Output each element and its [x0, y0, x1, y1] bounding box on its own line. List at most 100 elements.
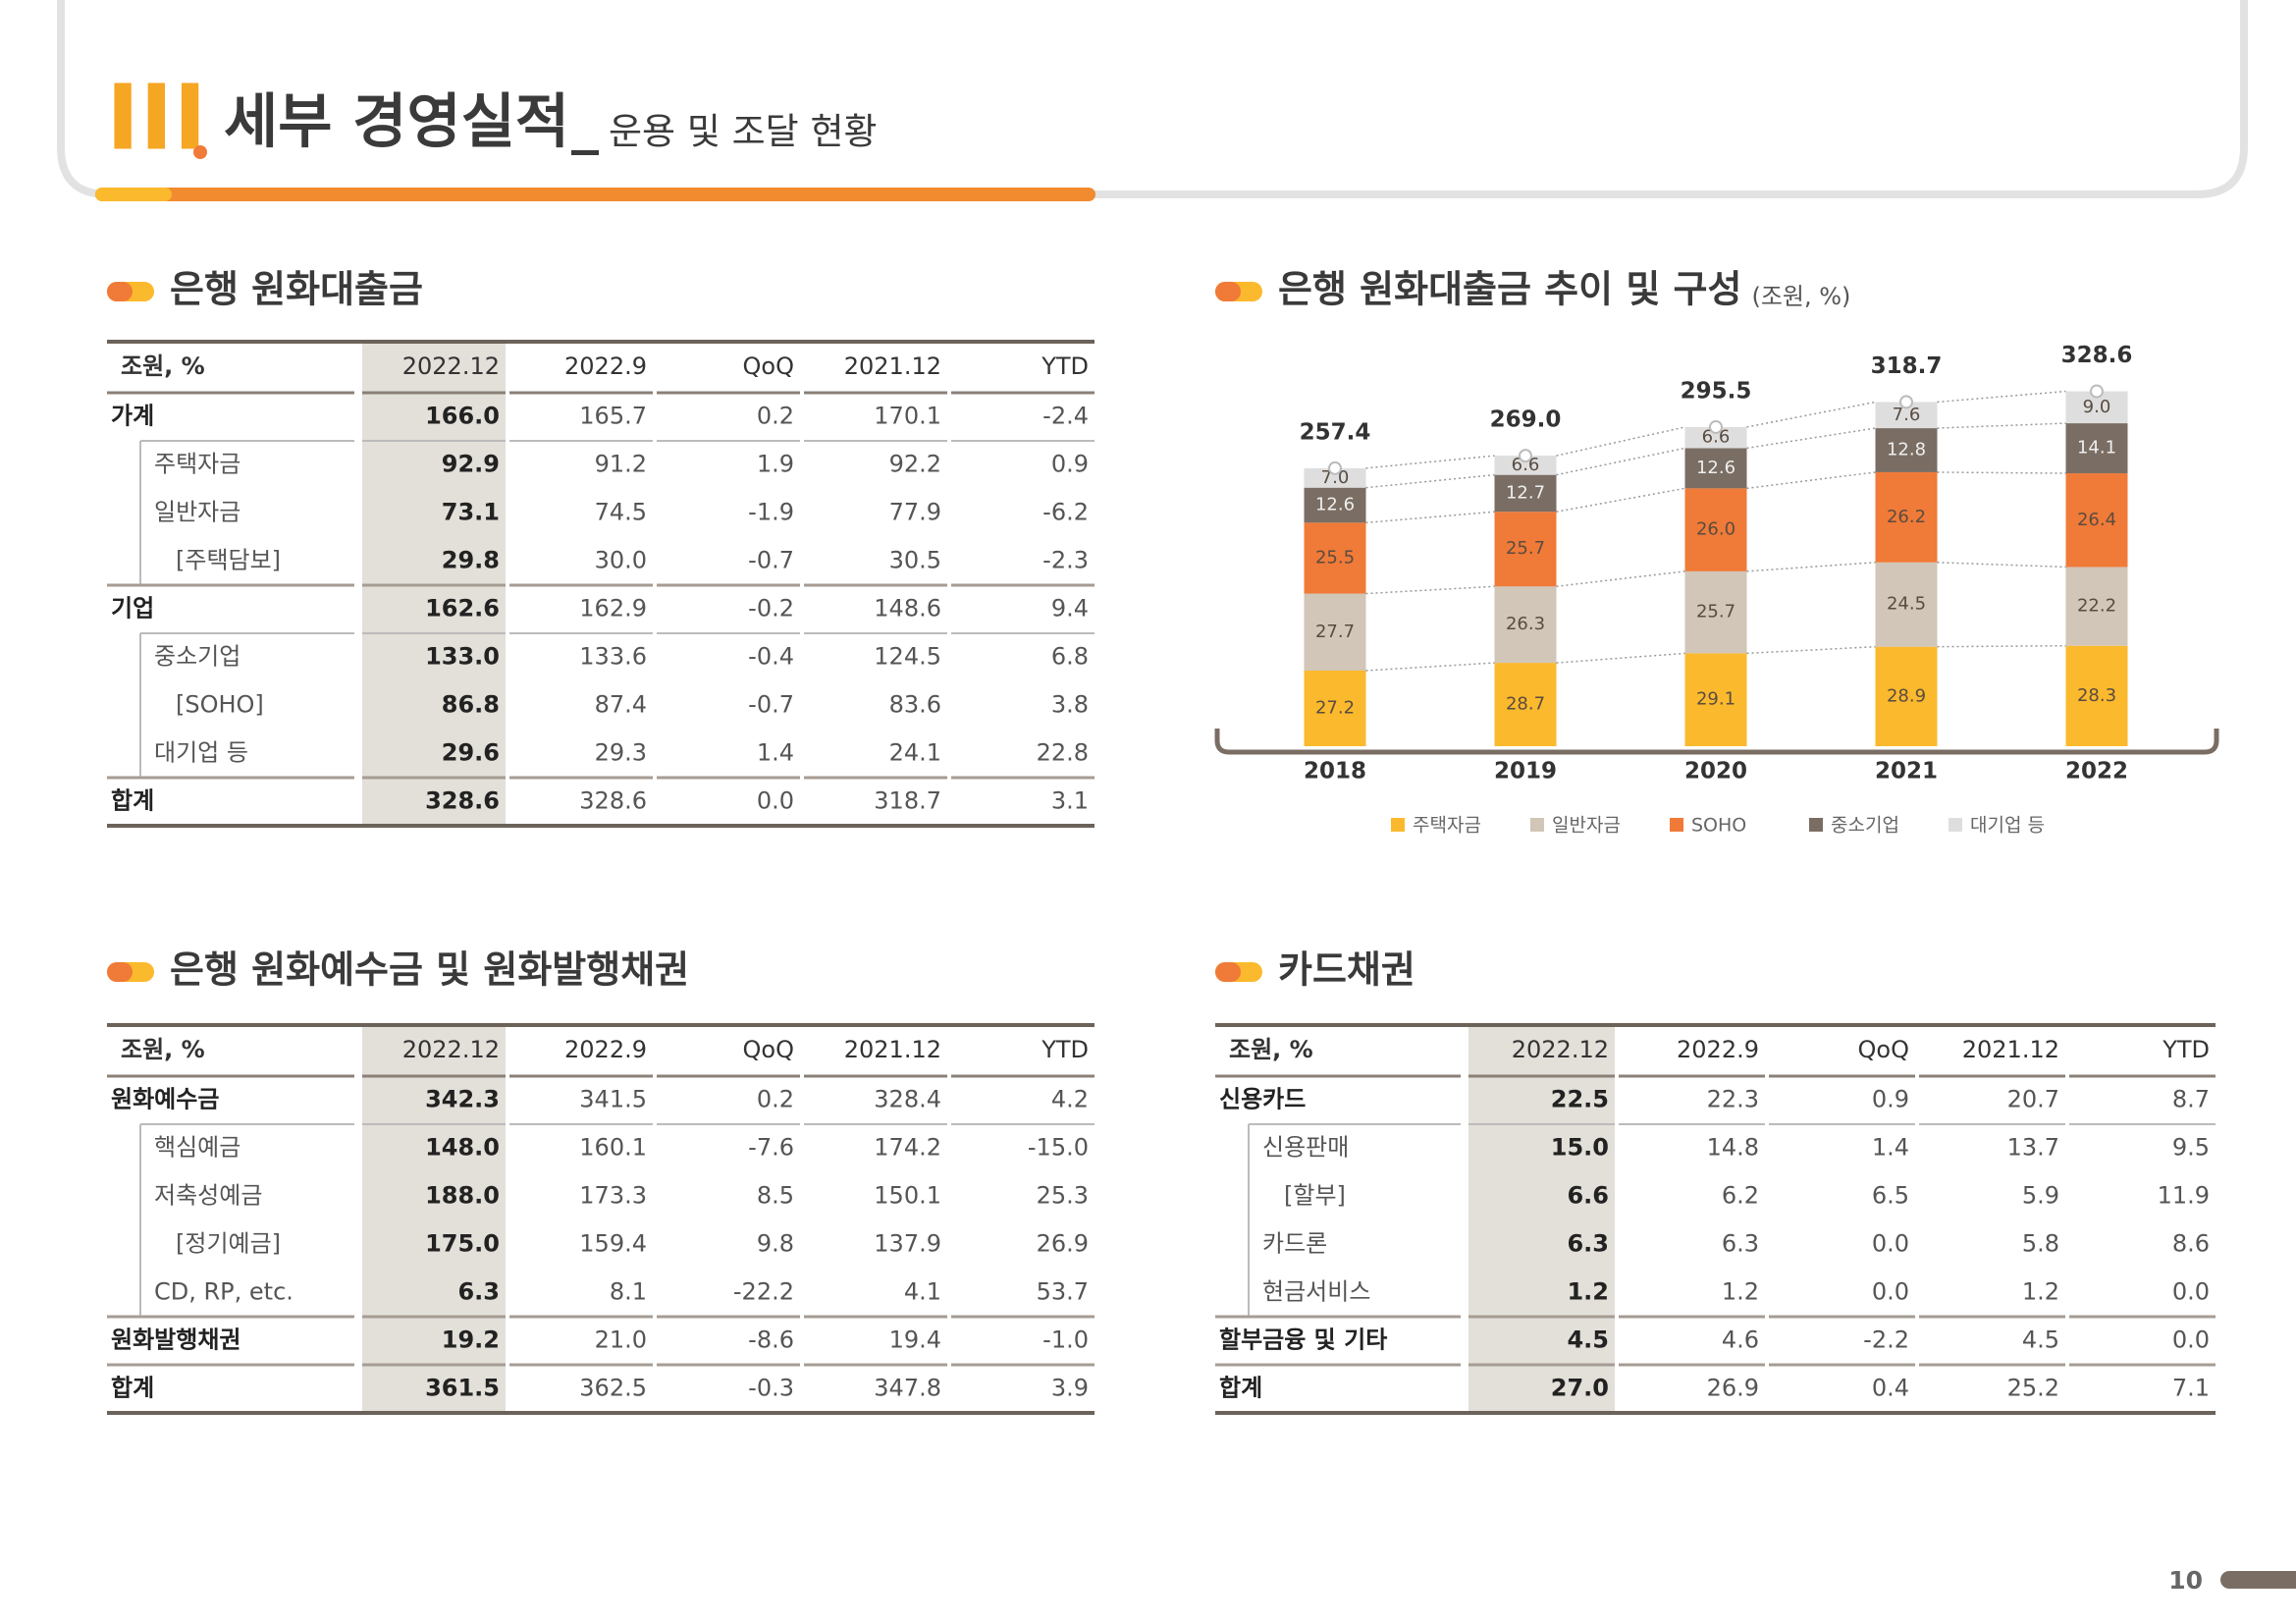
segment-label: 24.5	[1887, 594, 1926, 615]
cell-value: 160.1	[579, 1134, 647, 1162]
highlight-column	[362, 1027, 506, 1413]
segment-label: 27.7	[1315, 622, 1355, 642]
cell-value: 0.2	[757, 1086, 794, 1113]
bar-segment	[1304, 593, 1366, 671]
cell-value: 0.0	[1872, 1230, 1909, 1258]
row-label: 합계	[1219, 1375, 1262, 1402]
cell-value: 148.0	[425, 1134, 500, 1162]
header-frame	[57, 0, 2248, 198]
cell-value: 25.2	[2007, 1375, 2059, 1402]
column-header: YTD	[2162, 1036, 2210, 1063]
cell-value: 13.7	[2007, 1134, 2059, 1162]
cell-value: 1.2	[2022, 1278, 2059, 1306]
cell-value: 22.3	[1707, 1086, 1759, 1113]
section-title: 은행 원화대출금	[170, 268, 423, 311]
segment-label: 7.0	[1321, 467, 1350, 488]
cell-value: 166.0	[425, 403, 500, 430]
cell-value: 1.4	[757, 739, 794, 767]
column-header: 2022.12	[402, 352, 500, 380]
bar-segment	[1875, 562, 1938, 647]
cell-value: -2.4	[1042, 403, 1089, 430]
cell-value: 6.2	[1722, 1182, 1759, 1210]
legend-swatch	[1809, 818, 1823, 832]
cell-value: 0.0	[2172, 1326, 2210, 1354]
cell-value: 14.8	[1707, 1134, 1759, 1162]
column-header: 2022.12	[402, 1036, 500, 1063]
bar-segment	[1684, 570, 1747, 654]
cell-value: 148.6	[874, 595, 941, 623]
cell-value: 133.0	[425, 643, 500, 671]
cell-value: 26.9	[1707, 1375, 1759, 1402]
page-number-tab	[2220, 1571, 2296, 1589]
cell-value: 27.0	[1551, 1375, 1609, 1402]
cell-value: -8.6	[748, 1326, 794, 1354]
segment-label: 6.6	[1512, 455, 1540, 475]
cell-value: 24.1	[889, 739, 941, 767]
column-header: QoQ	[1858, 1036, 1909, 1063]
cell-value: 1.2	[1567, 1278, 1609, 1306]
cell-value: 26.9	[1037, 1230, 1089, 1258]
cell-value: 6.3	[1722, 1230, 1759, 1258]
row-label: 대기업 등	[154, 739, 248, 767]
heading-icon-left	[1215, 962, 1241, 982]
row-label: [주택담보]	[176, 547, 281, 574]
column-header: 2022.9	[564, 1036, 647, 1063]
cell-value: 91.2	[595, 451, 647, 478]
cell-value: 6.3	[1567, 1230, 1609, 1258]
segment-label: 7.6	[1893, 405, 1921, 425]
segment-label: 28.3	[2077, 685, 2116, 706]
section-title: 카드채권	[1278, 948, 1415, 992]
connector	[1365, 473, 1495, 489]
segment-label: 12.7	[1506, 482, 1545, 503]
cell-value: 328.6	[425, 787, 500, 815]
total-marker	[1328, 460, 1342, 475]
connector	[1937, 562, 2066, 568]
cell-value: 0.9	[1872, 1086, 1909, 1113]
cell-value: 83.6	[889, 691, 941, 719]
legend-swatch	[1949, 818, 1962, 832]
segment-label: 6.6	[1702, 427, 1731, 448]
header-bar	[95, 188, 1095, 201]
cell-value: 159.4	[579, 1230, 647, 1258]
column-header: 2021.12	[844, 352, 941, 380]
row-label: [SOHO]	[176, 691, 264, 719]
cell-value: 175.0	[425, 1230, 500, 1258]
x-tick-label: 2018	[1304, 759, 1366, 785]
cell-value: 0.0	[1872, 1278, 1909, 1306]
cell-value: 170.1	[874, 403, 941, 430]
cell-value: 0.0	[757, 787, 794, 815]
cell-value: 6.3	[457, 1278, 500, 1306]
bar-segment	[1304, 467, 1366, 488]
row-label: 주택자금	[154, 451, 240, 478]
segment-label: 28.9	[1887, 685, 1926, 706]
connector	[1365, 585, 1495, 595]
cell-value: 20.7	[2007, 1086, 2059, 1113]
cell-value: 328.6	[579, 787, 647, 815]
bar-segment	[2065, 473, 2128, 568]
bar-segment	[1684, 488, 1747, 571]
cell-value: 328.4	[874, 1086, 941, 1113]
row-label: [정기예금]	[176, 1230, 281, 1258]
column-header: QoQ	[743, 1036, 794, 1063]
cell-value: 137.9	[874, 1230, 941, 1258]
cell-value: 347.8	[874, 1375, 941, 1402]
cell-value: 173.3	[579, 1182, 647, 1210]
bar-segment	[1684, 426, 1747, 449]
cell-value: -22.2	[733, 1278, 794, 1306]
row-label: 합계	[111, 1375, 154, 1402]
cell-value: 4.2	[1051, 1086, 1089, 1113]
cell-value: 341.5	[579, 1086, 647, 1113]
row-label: 중소기업	[154, 643, 240, 671]
segment-label: 26.3	[1506, 614, 1545, 634]
row-label: 합계	[111, 787, 154, 815]
bar-segment	[1304, 670, 1366, 746]
connector	[1746, 471, 1876, 490]
connector	[1365, 511, 1495, 524]
column-header: 2022.9	[1677, 1036, 1759, 1063]
cell-value: 150.1	[874, 1182, 941, 1210]
cell-value: 0.9	[1051, 451, 1089, 478]
total-label: 328.6	[2061, 343, 2133, 368]
segment-label: 28.7	[1506, 694, 1545, 715]
connector	[1746, 645, 1876, 655]
